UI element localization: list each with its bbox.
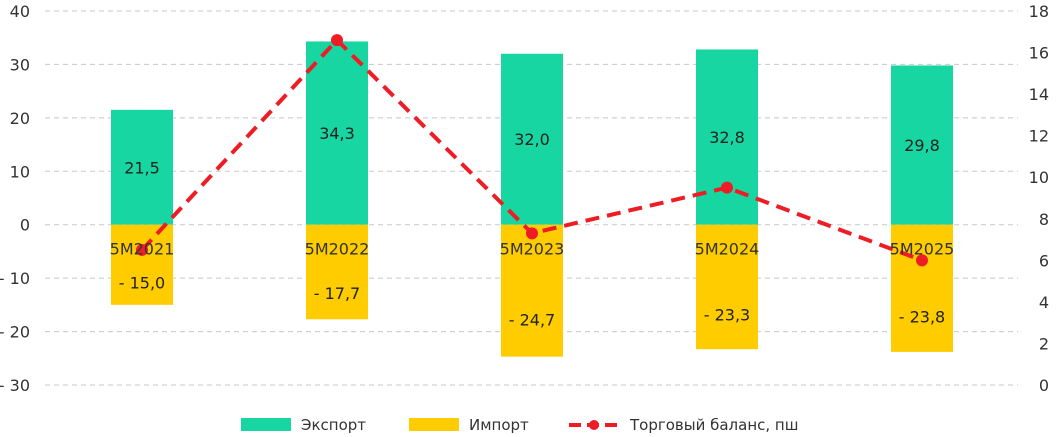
- left-axis: - 30 - 20 - 10 0 10 20 30 40: [0, 2, 30, 395]
- legend-item-import: Импорт: [409, 416, 529, 434]
- left-axis-tick-label: - 20: [0, 323, 30, 342]
- balance-point: [136, 243, 148, 256]
- left-axis-tick-label: 20: [10, 109, 30, 128]
- right-axis-tick-label: 12: [1029, 127, 1049, 146]
- left-axis-tick-label: - 10: [0, 269, 30, 288]
- right-axis-tick-label: 0: [1039, 376, 1049, 395]
- left-axis-tick-label: 0: [20, 216, 30, 235]
- right-axis-tick-label: 4: [1039, 293, 1049, 312]
- export-bar: [111, 109, 173, 225]
- export-bar: [306, 41, 368, 225]
- import-bar: [306, 224, 368, 320]
- legend-swatch-import: [409, 418, 459, 431]
- import-bar: [891, 224, 953, 352]
- legend-label-export: Экспорт: [301, 416, 366, 434]
- balance-point: [721, 181, 733, 194]
- category-label: 5М2023: [500, 240, 565, 259]
- import-bar: [111, 224, 173, 305]
- export-data-label: 21,5: [124, 158, 160, 177]
- import-data-label: - 23,3: [704, 305, 750, 324]
- category-label: 5М2024: [695, 240, 760, 259]
- import-data-label: - 24,7: [509, 311, 555, 330]
- legend-swatch-balance-marker: [589, 420, 599, 430]
- legend-item-export: Экспорт: [241, 416, 366, 434]
- legend-label-import: Импорт: [469, 416, 529, 434]
- import-bar: [696, 224, 758, 350]
- category-label: 5М2021: [110, 240, 175, 259]
- export-data-label: 34,3: [319, 124, 355, 143]
- export-bar: [501, 53, 563, 225]
- legend: Экспорт Импорт Торговый баланс, пш: [241, 416, 798, 434]
- right-axis-tick-label: 10: [1029, 168, 1049, 187]
- export-bar: [891, 65, 953, 225]
- import-data-label: - 17,7: [314, 284, 360, 303]
- right-axis: 0 2 4 6 8 10 12 14 16 18: [1029, 2, 1049, 395]
- category-label: 5М2025: [890, 240, 955, 259]
- left-axis-tick-label: 30: [10, 55, 30, 74]
- right-axis-tick-label: 18: [1029, 2, 1049, 21]
- legend-item-balance: Торговый баланс, пш: [569, 416, 798, 434]
- legend-label-balance: Торговый баланс, пш: [629, 416, 798, 434]
- category-label: 5М2022: [305, 240, 370, 259]
- right-axis-tick-label: 16: [1029, 44, 1049, 63]
- export-data-label: 32,8: [709, 128, 745, 147]
- balance-line: [136, 34, 928, 267]
- category-labels: 5М2021 5М2022 5М2023 5М2024 5М2025: [110, 240, 955, 259]
- export-data-label: 29,8: [904, 136, 940, 155]
- export-data-label: 32,0: [514, 130, 550, 149]
- legend-swatch-export: [241, 418, 291, 431]
- left-axis-tick-label: - 30: [0, 376, 30, 395]
- data-labels: 21,5 34,3 32,0 32,8 29,8 - 15,0 - 17,7 - 24,7 - …: [119, 124, 945, 330]
- left-axis-tick-label: 40: [10, 2, 30, 21]
- right-axis-tick-label: 14: [1029, 85, 1049, 104]
- import-bar: [501, 224, 563, 357]
- balance-point: [916, 254, 928, 267]
- right-axis-tick-label: 2: [1039, 334, 1049, 353]
- left-axis-tick-label: 10: [10, 162, 30, 181]
- import-data-label: - 23,8: [899, 307, 945, 326]
- balance-point: [526, 227, 538, 240]
- right-axis-tick-label: 8: [1039, 210, 1049, 229]
- balance-point: [331, 34, 343, 47]
- right-axis-tick-label: 6: [1039, 251, 1049, 270]
- import-data-label: - 15,0: [119, 273, 165, 292]
- bars: [111, 41, 953, 357]
